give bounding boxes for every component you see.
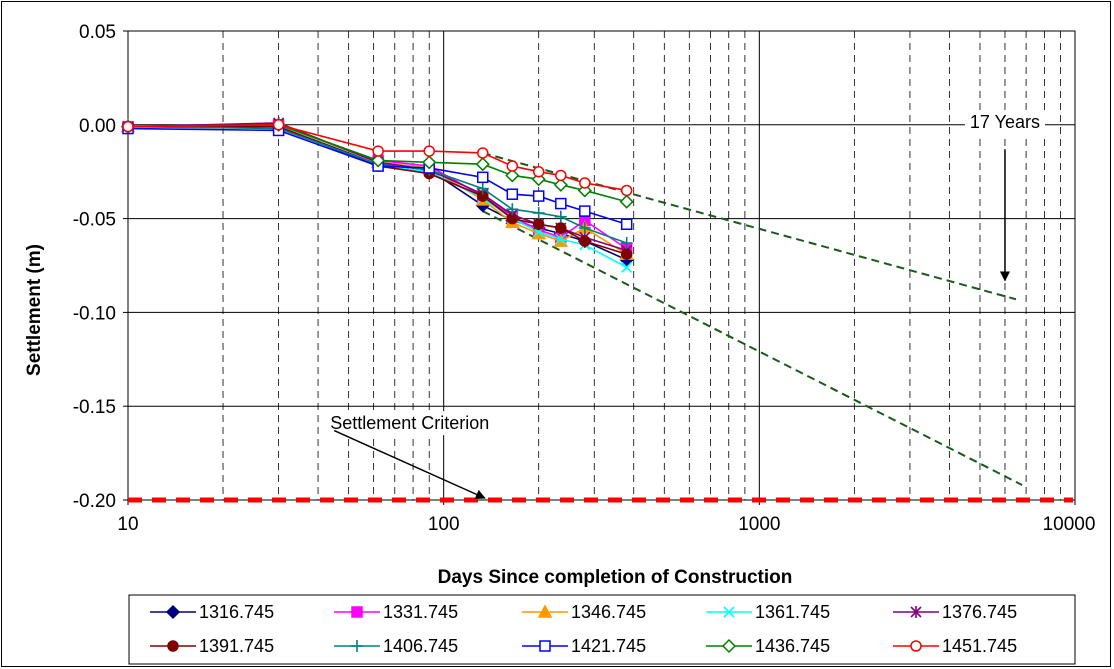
data-point [579,205,591,217]
data-point [579,177,591,189]
data-point [619,194,634,209]
data-point [423,145,435,157]
trend-line [482,151,1017,301]
series-1451.745 [122,119,633,197]
data-point [351,640,363,652]
legend-item: 1331.745 [334,602,458,622]
y-tick-label: 0.05 [79,22,116,43]
series-line [127,123,627,203]
legend-label: 1436.745 [755,636,830,656]
data-point [506,188,519,200]
trend-line [482,210,1023,486]
data-point [910,640,922,652]
data-point [167,640,179,652]
data-point [532,165,545,178]
data-point [475,157,490,172]
legend-label: 1331.745 [383,602,458,622]
x-tick-labels: 10 100 1000 10000 [117,514,1095,535]
legend-item: 1436.745 [706,636,830,656]
data-point [910,606,922,618]
data-point [122,120,134,133]
legend-label: 1421.745 [571,636,646,656]
data-point [505,168,520,183]
legend-item: 1346.745 [522,602,646,622]
y-tick-label: -0.20 [73,491,116,512]
data-point [532,218,545,230]
data-point [578,221,591,234]
legend: 1316.745 1331.745 1346.745 1361.745 1376.745… [128,594,1076,665]
legend-label: 1361.745 [755,602,830,622]
data-point [555,233,567,245]
data-point [165,604,181,620]
y-axis-title: Settlement (m) [24,244,45,376]
x-tick-label: 10 [117,514,138,535]
plot-area [127,30,1076,501]
series-line [127,125,627,244]
data-point [555,169,567,182]
data-point [272,119,285,131]
data-point [532,190,545,202]
legend-label: 1391.745 [199,636,274,656]
data-point [477,147,489,159]
legend-label: 1346.745 [571,602,646,622]
legend-item: 1361.745 [706,602,830,622]
legend-label: 1406.745 [383,636,458,656]
y-tick-label: 0.00 [79,116,116,137]
annotation-label: Settlement Criterion [330,413,489,433]
trend-lines [482,151,1023,486]
legend-item: 1316.745 [150,602,274,622]
data-point [506,160,519,172]
legend-label: 1316.745 [199,602,274,622]
series-line [127,123,627,192]
x-tick-label: 100 [428,514,460,535]
annotation-background [325,411,495,436]
data-point [351,606,363,618]
series-line [128,125,628,261]
data-point [506,203,519,216]
legend-box [128,594,1076,665]
series-line [127,127,627,225]
data-point [371,153,386,168]
annotation-arrow [333,429,486,500]
legend-item: 1421.745 [522,636,646,656]
x-axis-title: Days Since completion of Construction [438,567,793,588]
data-point [554,210,567,223]
y-tick-labels: 0.05 0.00 -0.05 -0.10 -0.15 -0.20 [73,22,116,512]
legend-item: 1451.745 [893,636,1017,656]
data-point [532,206,545,219]
legend-item: 1391.745 [150,636,274,656]
y-tick-label: -0.10 [73,303,116,324]
data-point [721,638,737,654]
data-series [120,116,634,273]
data-point [620,248,633,260]
legend-item: 1376.745 [893,602,1017,622]
annotations: 17 Years Settlement Criterion [325,109,1046,500]
data-point [537,604,553,618]
data-point [579,235,591,247]
x-tick-label: 10000 [1043,514,1096,535]
data-point [620,184,633,197]
legend-label: 1376.745 [942,602,1017,622]
data-point [620,236,633,249]
data-point [372,145,384,157]
data-point [620,218,633,230]
y-tick-label: -0.05 [73,210,116,231]
data-point [723,606,735,618]
data-point [422,155,437,170]
data-point [555,197,567,210]
annotation-label: 17 Years [970,112,1040,132]
data-point [553,177,568,192]
data-point [539,640,551,652]
data-point [477,171,489,184]
plot-border [127,30,1076,501]
legend-label: 1451.745 [942,636,1017,656]
y-tick-label: -0.15 [73,397,116,418]
data-point [555,222,567,234]
data-point [476,182,489,195]
legend-item: 1406.745 [334,636,458,656]
x-tick-label: 1000 [738,514,780,535]
data-point [621,261,633,273]
annotation-background [964,109,1046,134]
